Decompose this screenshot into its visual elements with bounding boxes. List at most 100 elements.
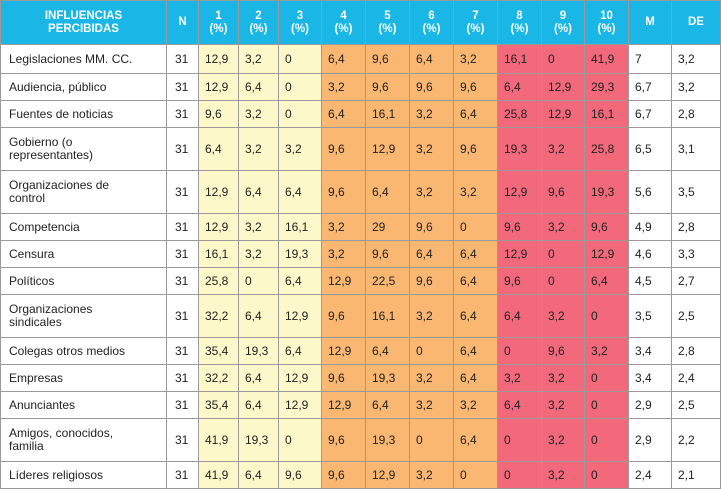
percent-cell: 0 [584,364,629,392]
percent-cell: 41,9 [198,461,239,489]
row-label-text: Amigos, conocidos, [9,426,114,440]
percent-cell: 6,4 [321,100,366,128]
percent-cell: 35,4 [198,391,239,419]
row-label-text: familia [9,439,44,453]
mean-cell: 6,5 [628,127,672,171]
percent-cell: 9,6 [453,73,498,101]
percent-cell: 3,2 [238,100,279,128]
percent-cell: 0 [497,461,542,489]
percent-cell: 3,2 [238,127,279,171]
mean-cell: 7 [628,44,672,74]
percent-cell: 3,2 [541,127,585,171]
column-header-text: INFLUENCIAS [44,9,123,22]
percent-cell: 12,9 [198,73,239,101]
percent-cell: 6,4 [409,240,454,268]
column-header-text: PERCIBIDAS [48,22,119,35]
column-header: 2 (%) [238,0,279,45]
row-label: Anunciantes [0,391,167,419]
column-header-text: (%) [209,22,228,35]
percent-cell: 3,2 [321,213,366,241]
n-cell: 31 [166,391,199,419]
percent-cell: 6,4 [453,364,498,392]
std-dev-cell: 2,8 [671,213,721,241]
percent-cell: 6,4 [238,364,279,392]
percent-cell: 19,3 [365,364,410,392]
percent-cell: 0 [584,418,629,462]
percent-cell: 6,4 [453,294,498,338]
mean-cell: 3,4 [628,337,672,365]
percent-cell: 6,4 [238,461,279,489]
percent-cell: 3,2 [453,170,498,214]
percent-cell: 3,2 [409,364,454,392]
percent-cell: 0 [541,240,585,268]
column-header-text: 9 [559,9,567,22]
percent-cell: 3,2 [541,461,585,489]
n-cell: 31 [166,294,199,338]
std-dev-cell: 2,2 [671,418,721,462]
row-label: Fuentes de noticias [0,100,167,128]
percent-cell: 12,9 [278,391,322,419]
std-dev-cell: 2,7 [671,267,721,295]
mean-cell: 3,4 [628,364,672,392]
percent-cell: 0 [278,44,322,74]
percent-cell: 6,4 [278,337,322,365]
percent-cell: 3,2 [409,100,454,128]
column-header-text: 8 [516,9,523,22]
column-header-text: 4 [340,9,347,22]
column-header: M [628,0,672,45]
percent-cell: 3,2 [409,294,454,338]
column-header-text: N [178,16,187,28]
percent-cell: 6,4 [198,127,239,171]
percent-cell: 3,2 [409,461,454,489]
percent-cell: 12,9 [497,170,542,214]
row-label: Legislaciones MM. CC. [0,44,167,74]
percent-cell: 3,2 [409,127,454,171]
column-header-text: (%) [510,22,529,35]
percent-cell: 41,9 [198,418,239,462]
row-label-text: Líderes religiosos [9,467,104,482]
percent-cell: 0 [584,461,629,489]
std-dev-cell: 3,3 [671,240,721,268]
percent-cell: 12,9 [198,170,239,214]
column-header: 8 (%) [497,0,542,45]
row-label-text: sindicales [9,315,62,329]
percent-cell: 12,9 [198,44,239,74]
percent-cell: 3,2 [541,364,585,392]
row-label-text: Organizaciones [9,302,93,316]
percent-cell: 9,6 [321,170,366,214]
mean-cell: 4,9 [628,213,672,241]
table-row: Censura 31 16,1 3,2 19,3 3,2 9,6 6,4 6,4 12,9 0 12,… [0,240,721,268]
percent-cell: 9,6 [321,461,366,489]
column-header: 6 (%) [409,0,454,45]
column-header-text: (%) [554,22,572,35]
percent-cell: 3,2 [278,127,322,171]
n-cell: 31 [166,44,199,74]
percent-cell: 3,2 [541,418,585,462]
column-header-text: 7 [472,9,479,22]
n-cell: 31 [166,127,199,171]
column-header: 10 (%) [584,0,629,45]
mean-cell: 2,9 [628,418,672,462]
column-header-text: 3 [296,9,304,22]
percent-cell: 6,4 [497,294,542,338]
percent-cell: 3,2 [453,44,498,74]
percent-cell: 12,9 [198,213,239,241]
percent-cell: 9,6 [365,73,410,101]
percent-cell: 6,4 [238,294,279,338]
percent-cell: 19,3 [584,170,629,214]
mean-cell: 4,5 [628,267,672,295]
percent-cell: 3,2 [238,240,279,268]
row-label: Audiencia, público [0,73,167,101]
percent-cell: 9,6 [497,213,542,241]
percent-cell: 3,2 [409,391,454,419]
table-row: Competencia 31 12,9 3,2 16,1 3,2 29 9,6 0 9,6 3,2 9… [0,213,721,241]
percent-cell: 9,6 [198,100,239,128]
percent-cell: 3,2 [541,391,585,419]
table-row: Amigos, conocidos, familia 31 41,9 19,3 0 9,6 1… [0,418,721,462]
percent-cell: 9,6 [321,418,366,462]
table-body: Legislaciones MM. CC. 31 12,9 3,2 0 6,4 9,6 6,4… [0,44,721,489]
percent-cell: 16,1 [365,294,410,338]
column-header-text: 5 [384,9,391,22]
percent-cell: 3,2 [541,294,585,338]
percent-cell: 12,9 [321,391,366,419]
